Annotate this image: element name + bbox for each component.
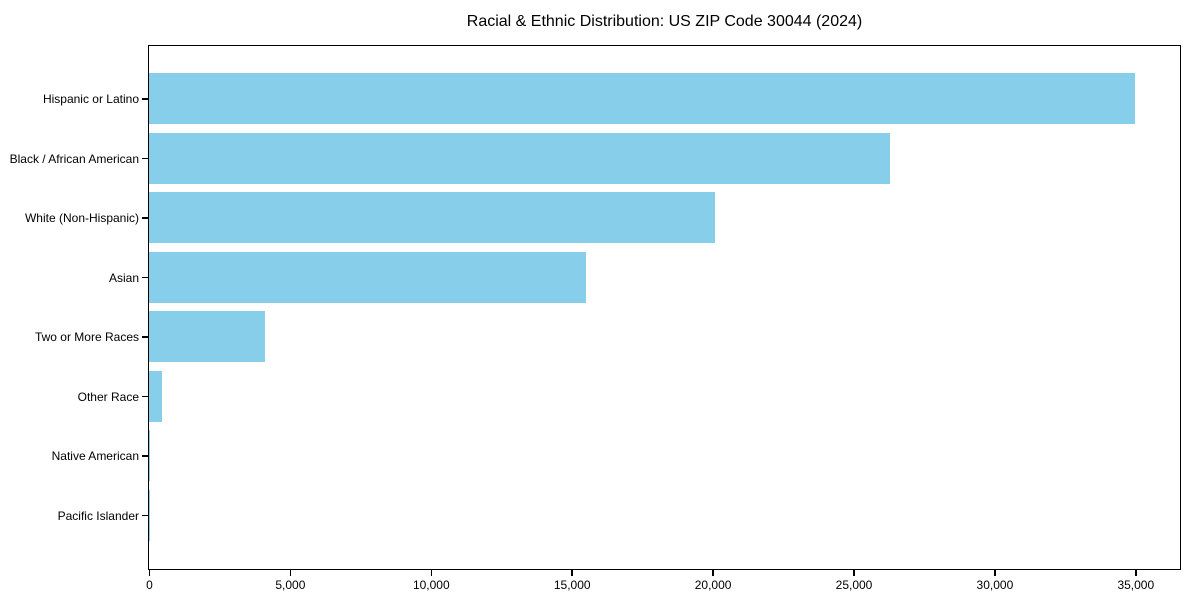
x-tick-mark bbox=[571, 570, 573, 576]
bar-black-african-american bbox=[149, 132, 891, 184]
x-tick-label: 30,000 bbox=[976, 578, 1014, 592]
x-tick-mark bbox=[853, 570, 855, 576]
y-tick-mark bbox=[142, 395, 148, 398]
y-axis-label: Pacific Islander bbox=[57, 508, 139, 523]
x-tick-mark bbox=[712, 570, 714, 576]
y-axis-label: White (Non-Hispanic) bbox=[24, 211, 139, 225]
y-axis-label: Hispanic or Latino bbox=[42, 92, 139, 106]
y-tick-mark bbox=[142, 276, 148, 279]
y-tick-mark bbox=[142, 336, 148, 338]
y-tick-mark bbox=[142, 514, 148, 517]
y-tick-mark bbox=[142, 157, 148, 160]
x-tick-label: 25,000 bbox=[835, 578, 873, 592]
y-tick-mark bbox=[142, 98, 148, 100]
y-axis-label: Asian bbox=[108, 270, 139, 285]
plot-area bbox=[148, 45, 1181, 570]
x-tick-mark bbox=[148, 570, 151, 576]
y-tick-mark bbox=[142, 217, 148, 219]
x-tick-label: 10,000 bbox=[412, 578, 450, 592]
y-tick-mark bbox=[142, 455, 148, 457]
x-tick-mark bbox=[430, 570, 433, 576]
x-tick-label: 5,000 bbox=[275, 578, 306, 592]
bar-asian bbox=[149, 251, 586, 303]
x-tick-mark bbox=[994, 570, 996, 576]
x-tick-mark bbox=[1135, 570, 1137, 576]
chart-title: Racial & Ethnic Distribution: US ZIP Cod… bbox=[466, 13, 863, 30]
bar-other-race bbox=[149, 370, 162, 422]
x-tick-label: 0 bbox=[146, 578, 153, 592]
x-tick-label: 20,000 bbox=[694, 578, 732, 592]
y-axis-label: Other Race bbox=[77, 389, 139, 404]
bar-native-american bbox=[149, 430, 151, 481]
x-tick-label: 35,000 bbox=[1117, 578, 1155, 592]
bar-white-non-hispanic- bbox=[149, 192, 716, 243]
y-axis-label: Native American bbox=[51, 449, 139, 463]
bar-two-or-more-races bbox=[149, 311, 265, 362]
bar-hispanic-or-latino bbox=[149, 73, 1136, 124]
y-axis-label: Black / African American bbox=[9, 151, 139, 166]
x-tick-label: 15,000 bbox=[553, 578, 591, 592]
x-tick-mark bbox=[289, 570, 292, 576]
y-axis-label: Two or More Races bbox=[34, 330, 139, 344]
